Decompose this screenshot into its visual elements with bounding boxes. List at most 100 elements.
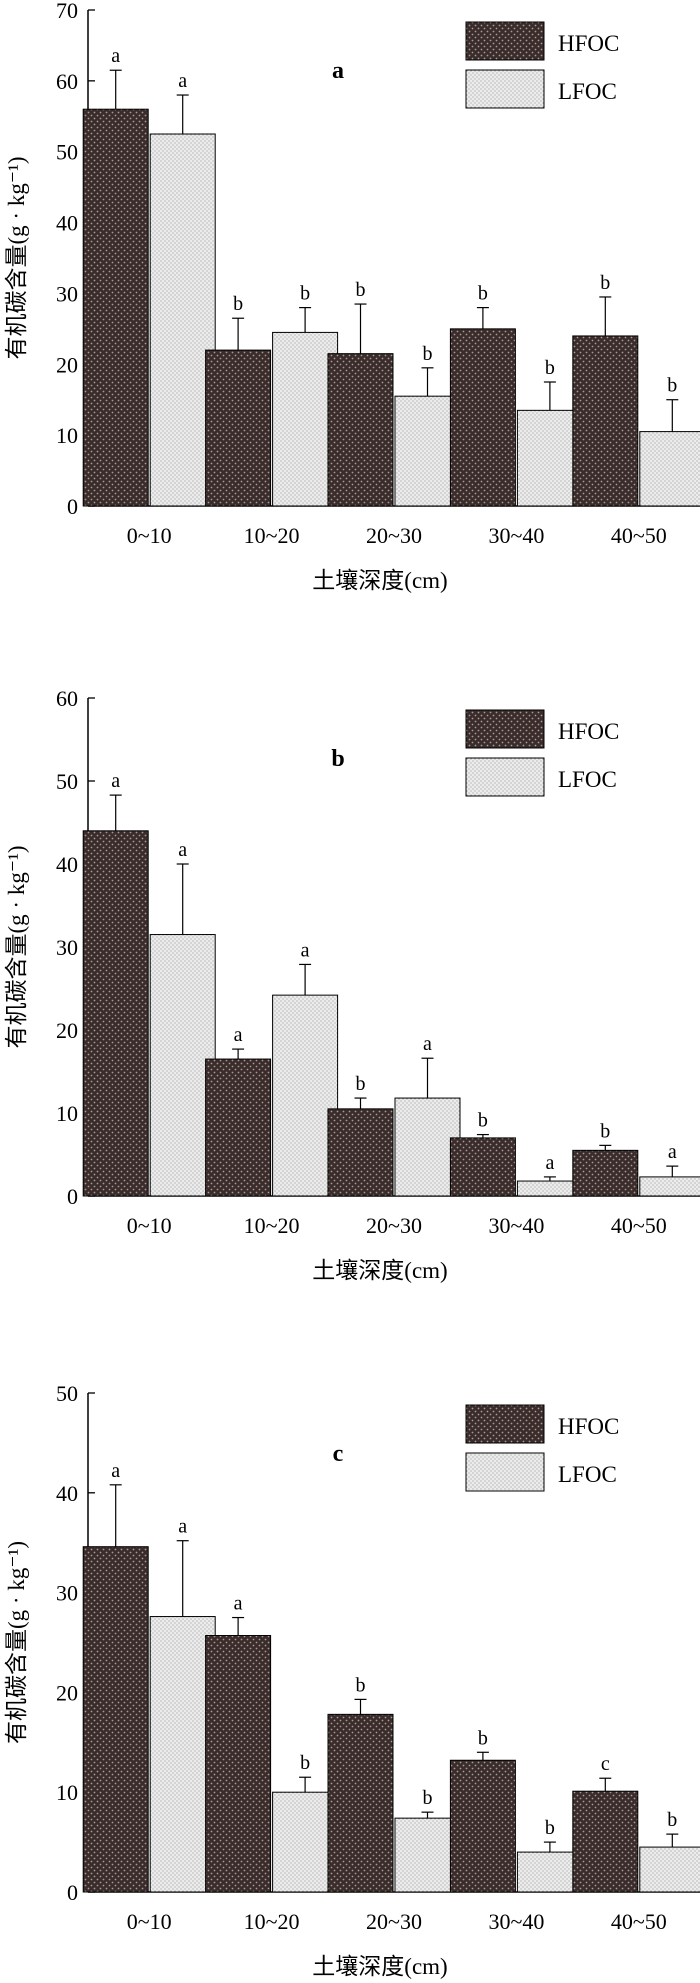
panel-label: a <box>332 58 344 84</box>
x-tick-label: 40~50 <box>611 1213 667 1238</box>
panel-label: c <box>333 1441 344 1467</box>
significance-letter: a <box>178 1516 187 1538</box>
y-tick-label: 30 <box>56 281 78 306</box>
y-tick-label: 20 <box>56 1680 78 1705</box>
bar-lfoc <box>394 395 461 507</box>
significance-letter: b <box>600 272 610 294</box>
significance-letter: a <box>668 1141 677 1163</box>
y-tick-label: 40 <box>56 1481 78 1506</box>
significance-letter: a <box>178 70 187 92</box>
panel-label: b <box>331 746 344 772</box>
y-tick-label: 60 <box>56 686 78 711</box>
significance-letter: b <box>545 1817 555 1839</box>
bar-lfoc <box>516 409 583 507</box>
bar-hfoc <box>82 1546 149 1893</box>
chart-panel-c: 0 10 20 30 40 50 0~10 a a 10~20 a b 20~30 b b 30~40 b b 40… <box>4 1381 700 1979</box>
chart-panel-a: 0 10 20 30 40 50 60 70 0~10 a a 10~20 b b 20~30 b b 30~40… <box>4 0 700 593</box>
legend-swatch-hfoc <box>465 1404 545 1444</box>
bar-hfoc <box>572 335 639 507</box>
significance-letter: a <box>234 1593 243 1615</box>
x-tick-label: 0~10 <box>127 1213 172 1238</box>
significance-letter: b <box>545 357 555 379</box>
legend-swatch-hfoc <box>465 21 545 61</box>
bar-hfoc <box>449 1137 516 1197</box>
x-tick-label: 40~50 <box>611 523 667 548</box>
significance-letter: b <box>356 1674 366 1696</box>
significance-letter: b <box>478 283 488 305</box>
y-tick-label: 60 <box>56 69 78 94</box>
significance-letter: b <box>478 1110 488 1132</box>
x-tick-label: 0~10 <box>127 1909 172 1934</box>
bar-hfoc <box>449 1759 516 1893</box>
y-tick-label: 50 <box>56 769 78 794</box>
significance-letter: a <box>178 839 187 861</box>
x-tick-label: 30~40 <box>488 523 544 548</box>
bar-lfoc <box>272 331 339 507</box>
legend-label: HFOC <box>558 719 619 744</box>
significance-letter: a <box>423 1033 432 1055</box>
significance-letter: b <box>356 279 366 301</box>
y-axis-title: 有机碳含量(g · kg⁻¹) <box>4 845 29 1048</box>
bar-lfoc <box>394 1097 461 1197</box>
bar-hfoc <box>82 108 149 507</box>
bar-lfoc <box>272 994 339 1197</box>
bar-hfoc <box>205 1635 272 1893</box>
bar-hfoc <box>327 353 394 507</box>
significance-letter: a <box>234 1024 243 1046</box>
y-axis-title: 有机碳含量(g · kg⁻¹) <box>4 156 29 359</box>
y-tick-label: 50 <box>56 140 78 165</box>
bar-lfoc <box>149 934 216 1197</box>
bar-hfoc <box>205 349 272 507</box>
bar-lfoc <box>149 133 216 507</box>
y-tick-label: 0 <box>67 494 78 519</box>
bar-hfoc <box>572 1149 639 1197</box>
bar-hfoc <box>82 830 149 1197</box>
legend-label: HFOC <box>558 1414 619 1439</box>
significance-letter: b <box>423 343 433 365</box>
legend-swatch-lfoc <box>465 1452 545 1492</box>
y-tick-label: 10 <box>56 423 78 448</box>
y-tick-label: 40 <box>56 211 78 236</box>
y-tick-label: 40 <box>56 852 78 877</box>
y-tick-label: 50 <box>56 1381 78 1406</box>
legend-label: LFOC <box>558 79 617 104</box>
y-tick-label: 70 <box>56 0 78 23</box>
legend-label: LFOC <box>558 1462 617 1487</box>
significance-letter: c <box>601 1753 610 1775</box>
y-tick-label: 20 <box>56 352 78 377</box>
significance-letter: a <box>111 770 120 792</box>
x-tick-label: 20~30 <box>366 1213 422 1238</box>
x-tick-label: 0~10 <box>127 523 172 548</box>
bar-lfoc <box>639 431 700 507</box>
significance-letter: a <box>301 939 310 961</box>
x-tick-label: 40~50 <box>611 1909 667 1934</box>
chart-panel-b: 0 10 20 30 40 50 60 0~10 a a 10~20 a a 20~30 b a 30~40 b a… <box>4 686 700 1283</box>
y-tick-label: 10 <box>56 1780 78 1805</box>
x-tick-label: 30~40 <box>488 1909 544 1934</box>
significance-letter: b <box>423 1787 433 1809</box>
y-tick-label: 0 <box>67 1880 78 1905</box>
x-tick-label: 30~40 <box>488 1213 544 1238</box>
legend-swatch-lfoc <box>465 69 545 109</box>
significance-letter: a <box>111 1460 120 1482</box>
legend-swatch-lfoc <box>465 757 545 797</box>
bar-hfoc <box>327 1108 394 1197</box>
x-tick-label: 10~20 <box>244 523 300 548</box>
significance-letter: b <box>667 375 677 397</box>
bar-lfoc <box>639 1846 700 1893</box>
x-axis-title: 土壤深度(cm) <box>312 1954 447 1979</box>
legend-label: LFOC <box>558 767 617 792</box>
y-tick-label: 30 <box>56 1581 78 1606</box>
x-tick-label: 20~30 <box>366 523 422 548</box>
x-tick-label: 20~30 <box>366 1909 422 1934</box>
bar-hfoc <box>572 1790 639 1893</box>
x-tick-label: 10~20 <box>244 1909 300 1934</box>
y-tick-label: 20 <box>56 1018 78 1043</box>
significance-letter: a <box>111 45 120 67</box>
legend-label: HFOC <box>558 31 619 56</box>
x-axis-title: 土壤深度(cm) <box>312 568 447 593</box>
bar-lfoc <box>639 1176 700 1197</box>
x-axis-title: 土壤深度(cm) <box>312 1258 447 1283</box>
significance-letter: b <box>600 1120 610 1142</box>
bar-hfoc <box>449 328 516 507</box>
